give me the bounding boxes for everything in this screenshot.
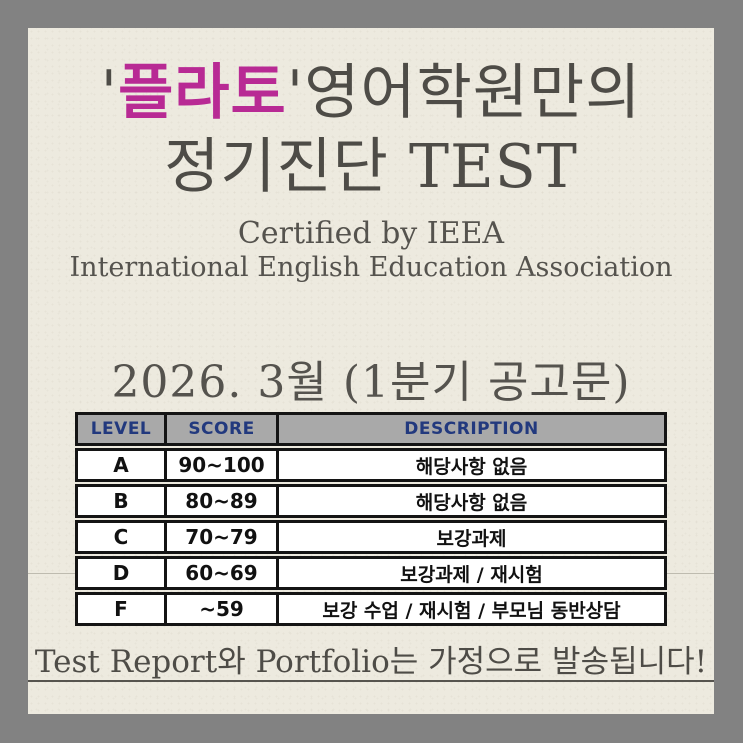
description-cell: 해당사항 없음: [276, 451, 664, 479]
title-line-1-rest: 영어학원만의: [304, 58, 642, 128]
description-cell: 보강과제 / 재시험: [276, 559, 664, 587]
score-cell: 90~100: [164, 451, 276, 479]
description-cell: 보강 수업 / 재시험 / 부모님 동반상담: [276, 595, 664, 623]
table-row: D 60~69 보강과제 / 재시험: [75, 556, 667, 590]
description-cell: 보강과제: [276, 523, 664, 551]
header-cell-description: DESCRIPTION: [276, 415, 664, 443]
page-title-line-1: '플라토'영어학원만의: [28, 56, 714, 130]
grade-table: LEVEL SCORE DESCRIPTION A 90~100 해당사항 없음…: [75, 412, 667, 628]
level-cell: B: [113, 489, 129, 513]
score-cell: ~59: [164, 595, 276, 623]
level-cell: F: [114, 597, 128, 621]
page-title-line-2: 정기진단 TEST: [164, 132, 578, 202]
header-cell-level: LEVEL: [90, 419, 152, 439]
footer-notice: Test Report와 Portfolio는 가정으로 발송됩니다!: [34, 644, 708, 680]
level-cell: C: [113, 525, 129, 549]
score-cell: 70~79: [164, 523, 276, 551]
level-cell: D: [112, 561, 130, 585]
announcement-date: 2026. 3월 (1분기 공고문): [111, 357, 631, 408]
announcement-poster: '플라토'영어학원만의 정기진단 TEST Certified by IEEA …: [28, 28, 714, 714]
score-cell: 80~89: [164, 487, 276, 515]
title-open-quote: ': [100, 58, 119, 128]
table-header-row: LEVEL SCORE DESCRIPTION: [75, 412, 667, 446]
association-line: International English Education Associat…: [69, 252, 673, 283]
brand-name: 플라토: [118, 58, 287, 128]
table-row: F ~59 보강 수업 / 재시험 / 부모님 동반상담: [75, 592, 667, 626]
certification-line: Certified by IEEA: [237, 216, 505, 251]
footer-divider-line: [28, 680, 714, 682]
title-close-quote: ': [286, 58, 305, 128]
header-cell-score: SCORE: [164, 415, 276, 443]
table-row: C 70~79 보강과제: [75, 520, 667, 554]
level-cell: A: [113, 453, 129, 477]
score-cell: 60~69: [164, 559, 276, 587]
description-cell: 해당사항 없음: [276, 487, 664, 515]
table-row: A 90~100 해당사항 없음: [75, 448, 667, 482]
table-row: B 80~89 해당사항 없음: [75, 484, 667, 518]
